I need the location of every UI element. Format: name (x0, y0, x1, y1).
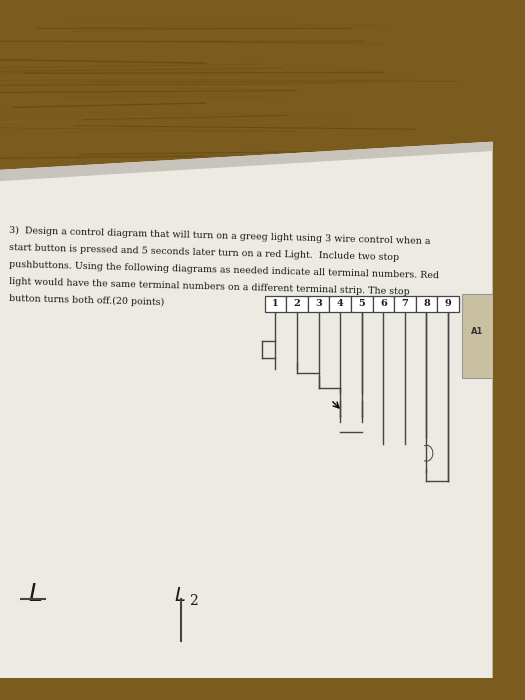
Text: 6: 6 (380, 299, 387, 308)
Text: 2: 2 (190, 594, 198, 608)
Bar (286, 295, 308, 312)
Text: 7: 7 (402, 299, 408, 308)
Bar (265, 295, 286, 312)
Text: $L$: $L$ (174, 587, 185, 605)
Bar (329, 295, 351, 312)
Bar (308, 295, 329, 312)
Text: 4: 4 (337, 299, 343, 308)
Text: $L$: $L$ (28, 582, 43, 606)
Text: 1: 1 (272, 299, 279, 308)
Text: 8: 8 (423, 299, 430, 308)
Text: 2: 2 (293, 299, 300, 308)
Text: light would have the same terminal numbers on a different terminal strip. The st: light would have the same terminal numbe… (9, 276, 410, 296)
Text: 5: 5 (359, 299, 365, 308)
Bar (416, 295, 437, 312)
Text: start button is pressed and 5 seconds later turn on a red Light.  Include two st: start button is pressed and 5 seconds la… (9, 243, 400, 262)
Text: button turns both off.(20 points): button turns both off.(20 points) (9, 294, 165, 307)
Polygon shape (0, 141, 492, 181)
Bar (437, 295, 459, 312)
Text: pushbuttons. Using the following diagrams as needed indicate all terminal number: pushbuttons. Using the following diagram… (9, 260, 439, 280)
Text: A1: A1 (470, 327, 483, 336)
Bar (394, 295, 416, 312)
Text: 3: 3 (315, 299, 322, 308)
Polygon shape (0, 141, 492, 678)
Bar (461, 294, 492, 378)
Text: 9: 9 (445, 299, 452, 308)
Bar (373, 295, 394, 312)
Bar (351, 295, 373, 312)
Text: 3)  Design a control diagram that will turn on a greeg light using 3 wire contro: 3) Design a control diagram that will tu… (9, 226, 431, 246)
